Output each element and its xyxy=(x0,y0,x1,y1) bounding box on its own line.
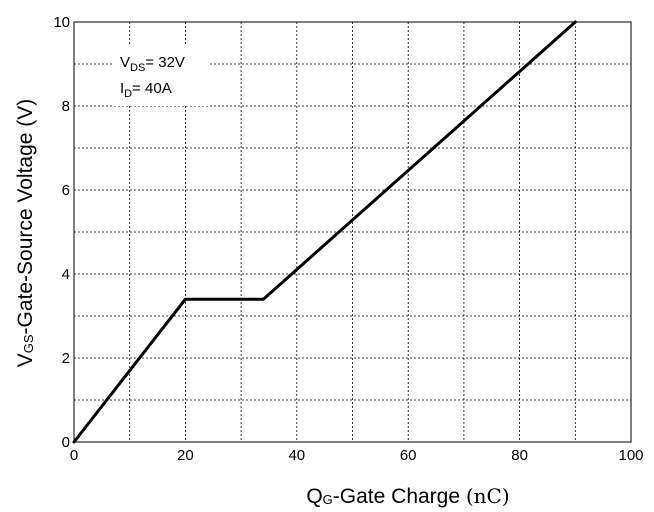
x-tick-label: 0 xyxy=(70,447,78,464)
annotation-id: ID= 40A xyxy=(120,80,172,100)
y-tick-label: 4 xyxy=(62,266,70,283)
y-axis-title: VGS-Gate-Source Voltage (V) xyxy=(14,99,37,368)
series-group xyxy=(72,20,577,444)
x-axis-title: QG-Gate Charge (nC) xyxy=(306,484,509,508)
annotation-box: VDS= 32V ID= 40A xyxy=(114,44,210,106)
x-tick-label: 80 xyxy=(511,447,528,464)
x-tick-label: 40 xyxy=(288,447,305,464)
y-tick-label: 2 xyxy=(62,350,70,367)
series-line-vgs xyxy=(72,20,577,444)
y-tick-label: 10 xyxy=(53,14,70,31)
x-tick-label: 100 xyxy=(618,447,643,464)
y-tick-label: 0 xyxy=(62,434,70,451)
y-tick-label: 8 xyxy=(62,98,70,115)
x-tick-labels: 0 20 40 60 80 100 xyxy=(70,447,644,464)
annotation-vds: VDS= 32V xyxy=(120,54,185,74)
x-tick-label: 60 xyxy=(400,447,417,464)
y-tick-label: 6 xyxy=(62,182,70,199)
y-tick-labels: 0 2 4 6 8 10 xyxy=(53,14,70,451)
x-tick-label: 20 xyxy=(177,447,194,464)
